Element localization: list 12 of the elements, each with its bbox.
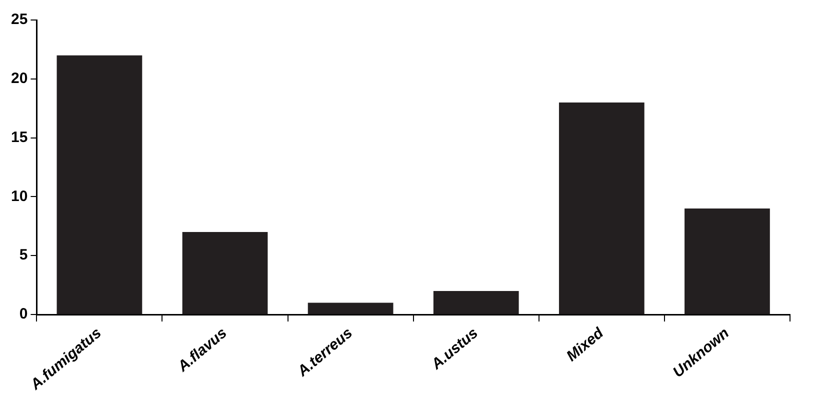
bar	[56, 55, 142, 314]
bar	[308, 302, 394, 314]
y-tick-label: 10	[10, 188, 28, 205]
bar	[684, 208, 770, 314]
bar	[558, 102, 644, 314]
y-tick-label: 20	[10, 70, 28, 88]
y-tick-label: 15	[10, 128, 28, 146]
y-tick-label: 25	[10, 11, 28, 28]
y-tick-label: 5	[19, 246, 28, 264]
y-tick-label: 0	[19, 306, 28, 323]
bar	[182, 232, 268, 314]
bar	[433, 290, 519, 314]
